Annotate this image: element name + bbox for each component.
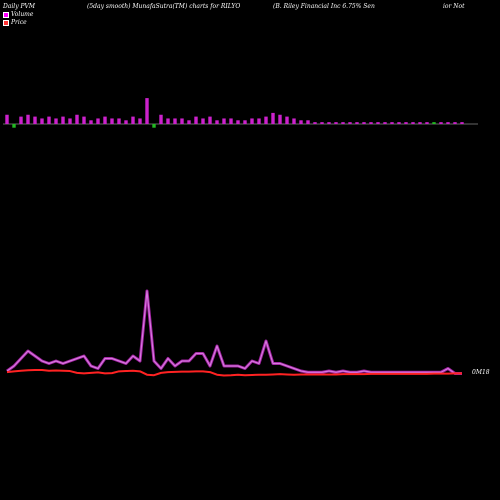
volume-bar (75, 114, 79, 124)
volume-bar (404, 122, 408, 124)
volume-bar (12, 124, 16, 128)
volume-bar (299, 120, 303, 124)
volume-bar (341, 122, 345, 124)
header-left: Daily PVM (3, 3, 36, 10)
volume-bar (285, 116, 289, 124)
volume-bar (159, 114, 163, 124)
volume-bar (362, 122, 366, 124)
volume-bar (264, 116, 268, 124)
volume-bar (369, 122, 373, 124)
volume-bar (215, 120, 219, 124)
volume-bar (446, 122, 450, 124)
volume-bar (166, 118, 170, 124)
volume-bar (173, 118, 177, 124)
legend-price: Price (3, 19, 27, 26)
volume-line-glow (6, 289, 462, 375)
legend-volume-label: Volume (11, 11, 34, 18)
volume-bar (110, 118, 114, 124)
price-line (6, 369, 462, 377)
volume-bar (236, 120, 240, 124)
volume-bar (355, 122, 359, 124)
volume-bar (243, 120, 247, 124)
volume-bar (187, 120, 191, 124)
volume-bar (278, 114, 282, 124)
volume-bar (271, 112, 275, 124)
volume-bar (61, 116, 65, 124)
volume-bar (334, 122, 338, 124)
volume-bar (194, 116, 198, 124)
volume-bar (425, 122, 429, 124)
volume-bar (40, 118, 44, 124)
chart-title: (5day smooth) MunafaSutra(TM) charts for… (87, 3, 241, 10)
volume-line (6, 290, 462, 375)
volume-bar (96, 118, 100, 124)
volume-bar (5, 114, 9, 124)
volume-bar (460, 122, 464, 124)
volume-bar (47, 116, 51, 124)
volume-bar (68, 118, 72, 124)
legend-price-label: Price (11, 19, 27, 26)
volume-bar (453, 122, 457, 124)
volume-bar (292, 118, 296, 124)
volume-bar (390, 122, 394, 124)
volume-bar (26, 114, 30, 124)
volume-bar (138, 118, 142, 124)
volume-bar (411, 122, 415, 124)
volume-swatch (3, 11, 9, 18)
volume-bar (376, 122, 380, 124)
chart-subtitle: (B. Riley Financial Inc 6.75% Sen (273, 3, 375, 10)
volume-bar (19, 116, 23, 124)
volume-bar (103, 116, 107, 124)
volume-bar (33, 116, 37, 124)
volume-bar (201, 118, 205, 124)
volume-bar (439, 122, 443, 124)
volume-bar (54, 118, 58, 124)
volume-bar (348, 122, 352, 124)
volume-bar (131, 116, 135, 124)
volume-bar (152, 124, 156, 128)
volume-bar (229, 118, 233, 124)
end-value-label: 0M18 (472, 369, 490, 376)
volume-bar (250, 118, 254, 124)
volume-bar (208, 116, 212, 124)
volume-bar (327, 122, 331, 124)
header-right: ior Not (443, 3, 465, 10)
volume-bar (383, 122, 387, 124)
volume-bar (145, 98, 149, 124)
volume-bar (117, 118, 121, 124)
volume-bar (306, 120, 310, 124)
volume-bar (397, 122, 401, 124)
volume-bar (89, 120, 93, 124)
volume-bar (124, 120, 128, 124)
volume-bar (222, 118, 226, 124)
volume-bar (180, 118, 184, 124)
volume-bar (313, 122, 317, 124)
volume-bar (257, 118, 261, 124)
price-swatch (3, 19, 9, 26)
volume-bar (82, 116, 86, 124)
volume-bar (320, 122, 324, 124)
legend-volume: Volume (3, 11, 33, 18)
volume-bar (432, 122, 436, 124)
volume-bar (418, 122, 422, 124)
